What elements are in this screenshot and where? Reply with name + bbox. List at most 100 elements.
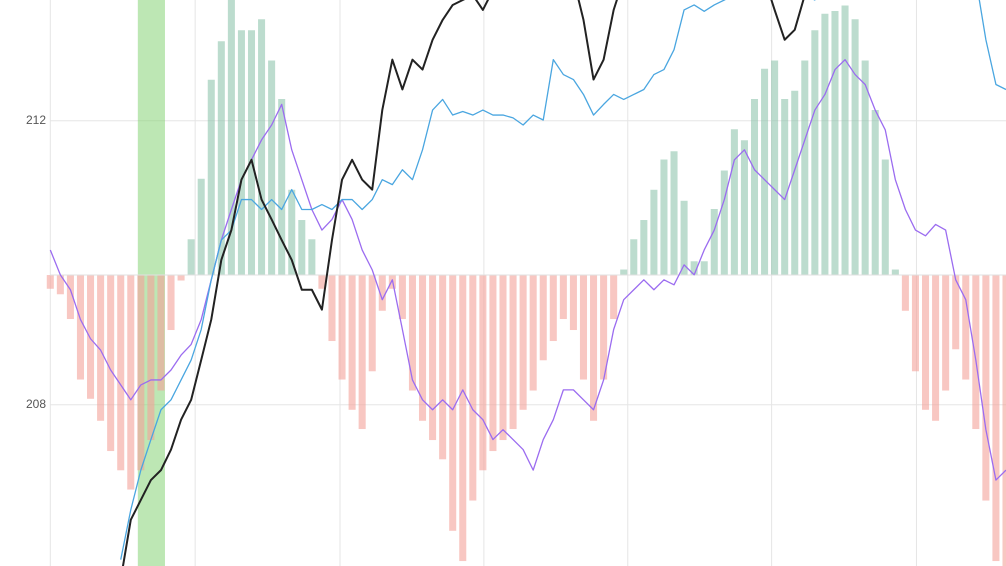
- y-tick-label: 208: [26, 397, 46, 411]
- histogram-bar: [247, 30, 256, 276]
- histogram-bar: [579, 275, 588, 380]
- histogram-bar: [76, 275, 85, 380]
- histogram-bar: [469, 275, 477, 501]
- histogram-bar: [167, 275, 175, 331]
- histogram-bar: [771, 60, 779, 276]
- histogram-bar: [549, 275, 557, 342]
- histogram-bar: [127, 275, 135, 490]
- histogram-bar: [610, 275, 618, 320]
- histogram-bar: [911, 275, 919, 372]
- histogram-bar: [429, 275, 437, 441]
- histogram-bar: [368, 275, 376, 372]
- histogram-bar: [720, 170, 728, 276]
- series-line: [121, 0, 805, 566]
- histogram-bar: [157, 275, 165, 391]
- histogram-bar: [680, 200, 688, 276]
- histogram-bar: [328, 275, 336, 342]
- histogram-bar: [972, 275, 980, 430]
- histogram-bar: [87, 275, 95, 399]
- histogram-bar: [982, 275, 990, 501]
- histogram-bar: [408, 275, 416, 391]
- histogram-bar: [831, 11, 839, 276]
- histogram-bar: [821, 13, 829, 276]
- histogram-bar: [710, 209, 718, 276]
- histogram-bar: [398, 275, 406, 320]
- histogram-bar: [318, 275, 326, 289]
- histogram-bar: [449, 275, 457, 531]
- histogram-bar: [227, 0, 235, 276]
- histogram-bar: [137, 275, 145, 471]
- histogram-bar: [730, 129, 738, 276]
- histogram-bar: [459, 275, 467, 562]
- histogram-bar: [66, 275, 74, 320]
- histogram-bar: [781, 99, 789, 276]
- histogram-bar: [348, 275, 356, 410]
- histogram-bar: [46, 275, 54, 289]
- histogram-bar: [670, 151, 678, 276]
- histogram-bar: [258, 19, 266, 276]
- histogram-bar: [207, 79, 215, 276]
- histogram-bar: [177, 275, 185, 281]
- histogram-bar: [881, 159, 889, 276]
- histogram-bar: [901, 275, 909, 311]
- histogram-bar: [298, 220, 306, 276]
- histogram-bar: [197, 178, 205, 276]
- histogram-bar: [590, 275, 598, 421]
- histogram-bar: [268, 60, 276, 276]
- histogram-bar: [97, 275, 105, 421]
- histogram-bar: [962, 275, 970, 380]
- plot-area: [46, 0, 1006, 566]
- histogram-bar: [801, 60, 809, 276]
- histogram-bar: [56, 275, 64, 295]
- histogram-bar: [750, 99, 759, 276]
- histogram-bar: [690, 261, 698, 276]
- series-line: [120, 0, 1006, 560]
- histogram-bar: [107, 275, 115, 452]
- histogram-bar: [439, 275, 447, 460]
- histogram-bar: [740, 140, 748, 276]
- histogram-bar: [851, 19, 859, 276]
- histogram-bar: [952, 275, 960, 350]
- histogram-bar: [942, 275, 950, 391]
- histogram-bar: [861, 60, 869, 276]
- histogram-bar: [841, 5, 849, 276]
- histogram-bar: [358, 275, 366, 430]
- histogram-bar: [921, 275, 930, 410]
- histogram-bar: [509, 275, 517, 430]
- histogram-bar: [811, 30, 819, 276]
- histogram-bar: [187, 239, 195, 276]
- histogram-bar: [529, 275, 537, 391]
- histogram-bar: [539, 275, 547, 361]
- histogram-bar: [308, 239, 316, 276]
- histogram-bar: [992, 275, 1000, 562]
- histogram-bar: [871, 110, 879, 276]
- histogram-bar: [217, 41, 225, 276]
- histogram-bar: [600, 275, 608, 380]
- histogram-bar: [418, 275, 427, 421]
- histogram-bar: [378, 275, 386, 311]
- histogram-bar: [640, 220, 648, 276]
- histogram-bar: [791, 90, 799, 276]
- histogram-bar: [932, 275, 940, 421]
- histogram-bar: [761, 68, 769, 276]
- histogram-bar: [479, 275, 487, 471]
- histogram-bar: [700, 261, 708, 276]
- histogram-bar: [650, 189, 658, 276]
- histogram-bar: [569, 275, 577, 331]
- histogram-bar: [147, 275, 155, 441]
- histogram-bar: [630, 239, 638, 276]
- histogram-bar: [1002, 275, 1006, 566]
- histogram-bar: [660, 159, 668, 276]
- histogram-bar: [338, 275, 346, 380]
- histogram-bar: [237, 30, 245, 276]
- histogram-bar: [288, 189, 296, 276]
- histogram-bar: [559, 275, 567, 320]
- y-tick-label: 212: [26, 113, 46, 127]
- histogram-bar: [891, 269, 899, 276]
- histogram-bar: [499, 275, 507, 441]
- histogram-bar: [278, 99, 286, 276]
- histogram-bar: [117, 275, 125, 471]
- histogram-bar: [489, 275, 497, 452]
